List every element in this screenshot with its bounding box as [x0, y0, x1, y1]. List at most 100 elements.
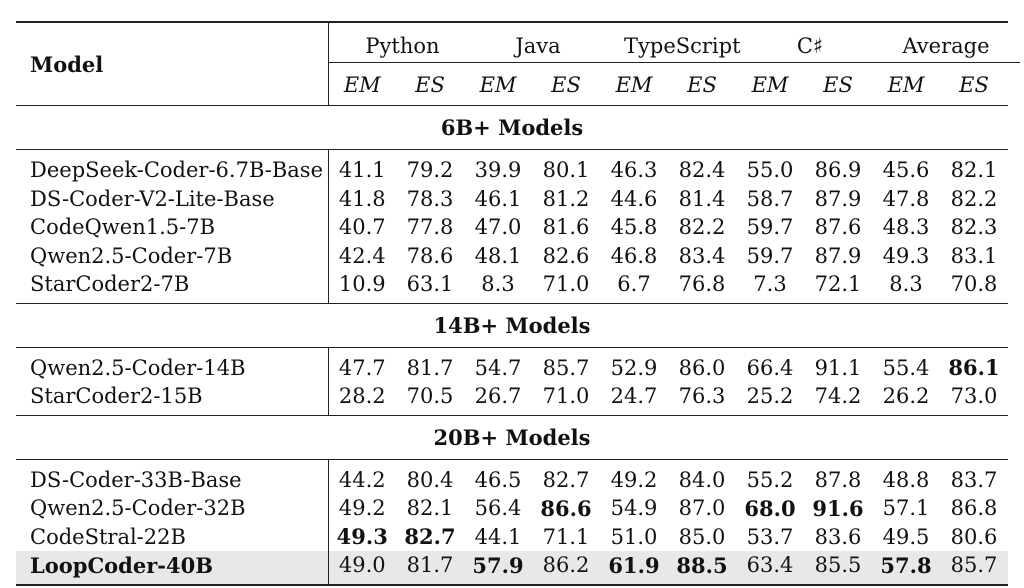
model-name-cell: LoopCoder-40B	[16, 551, 329, 585]
table-row: StarCoder2-15B 28.2 70.5 26.7 71.0 24.7 76.3 25…	[16, 382, 1008, 415]
results-table: Model Python Java TypeScript C♯ Average …	[16, 21, 1020, 586]
score-cell: 41.1	[338, 158, 386, 183]
table-row: DS-Coder-33B-Base 44.2 80.4 46.5 82.7 49.2 84.…	[16, 459, 1008, 494]
score-cell: 47.7	[338, 355, 386, 380]
table-row: DeepSeek-Coder-6.7B-Base 41.1 79.2 39.9 80.1…	[16, 149, 1008, 185]
metric-header-es: ES	[959, 73, 989, 97]
table-row: Qwen2.5-Coder-7B 42.4 78.6 48.1 82.6 46.8 83.4…	[16, 241, 1008, 270]
score-cell: 57.9	[464, 551, 532, 585]
score-cell: 82.1	[406, 496, 454, 521]
score-cell: 54.7	[474, 355, 522, 380]
model-name-cell: DS-Coder-33B-Base	[16, 459, 329, 494]
score-cell: 71.0	[542, 272, 590, 297]
score-cell: 40.7	[338, 215, 386, 240]
score-cell: 82.7	[404, 524, 456, 550]
group-header-java: Java	[464, 22, 612, 65]
score-cell: 86.1	[948, 355, 1000, 381]
score-cell: 82.4	[678, 158, 726, 183]
group-header-csharp: C♯	[736, 22, 884, 65]
score-cell: 78.6	[406, 243, 454, 268]
score-cell: 47.0	[474, 215, 522, 240]
score-cell: 55.2	[746, 467, 794, 492]
metric-header-es: ES	[415, 73, 445, 97]
score-cell: 48.1	[474, 243, 522, 268]
score-cell: 52.9	[610, 355, 658, 380]
score-cell: 82.3	[950, 215, 998, 240]
score-cell: 72.1	[814, 272, 862, 297]
score-cell: 66.4	[746, 355, 794, 380]
score-cell: 85.7	[940, 551, 1008, 585]
results-table-container: Model Python Java TypeScript C♯ Average …	[16, 21, 1020, 586]
score-cell: 81.7	[396, 551, 464, 585]
metric-header-es: ES	[687, 73, 717, 97]
section-header-row: 20B+ Models	[16, 415, 1008, 459]
score-cell: 87.8	[814, 467, 862, 492]
score-cell: 6.7	[617, 272, 651, 297]
score-cell: 81.6	[542, 215, 590, 240]
header-group-row: Model Python Java TypeScript C♯ Average	[16, 22, 1020, 106]
table-row: Qwen2.5-Coder-32B 49.2 82.1 56.4 86.6 54.9 87.…	[16, 494, 1008, 523]
score-cell: 49.5	[882, 524, 930, 549]
score-cell: 82.2	[950, 186, 998, 211]
model-name-cell: Qwen2.5-Coder-14B	[16, 347, 329, 382]
score-cell: 82.6	[542, 243, 590, 268]
score-cell: 87.9	[814, 186, 862, 211]
score-cell: 26.2	[882, 384, 930, 409]
score-cell: 73.0	[950, 384, 998, 409]
score-cell: 56.4	[474, 496, 522, 521]
score-cell: 76.3	[678, 384, 726, 409]
score-cell: 46.1	[474, 186, 522, 211]
score-cell: 7.3	[753, 272, 787, 297]
table-row: CodeQwen1.5-7B 40.7 77.8 47.0 81.6 45.8 82.2 59…	[16, 213, 1008, 242]
section-title: 6B+ Models	[440, 115, 584, 140]
score-cell: 45.6	[882, 158, 930, 183]
model-name-cell: DeepSeek-Coder-6.7B-Base	[16, 149, 329, 185]
score-cell: 45.8	[610, 215, 658, 240]
score-cell: 87.0	[678, 496, 726, 521]
score-cell: 91.1	[814, 355, 862, 380]
score-cell: 53.7	[746, 524, 794, 549]
table-row: DS-Coder-V2-Lite-Base 41.8 78.3 46.1 81.2 44.…	[16, 184, 1008, 213]
score-cell: 46.8	[610, 243, 658, 268]
score-cell: 80.6	[950, 524, 998, 549]
score-cell: 10.9	[338, 272, 386, 297]
score-cell: 70.5	[406, 384, 454, 409]
score-cell: 74.2	[814, 384, 862, 409]
score-cell: 83.6	[814, 524, 862, 549]
score-cell: 46.3	[610, 158, 658, 183]
group-header-average: Average	[872, 22, 1020, 65]
score-cell: 68.0	[744, 495, 796, 521]
score-cell: 77.8	[406, 215, 454, 240]
score-cell: 81.4	[678, 186, 726, 211]
table-row: StarCoder2-7B 10.9 63.1 8.3 71.0 6.7 76.8 7.3 72…	[16, 270, 1008, 303]
metric-header-es: ES	[823, 73, 853, 97]
score-cell: 86.6	[540, 495, 592, 521]
metric-header-es: ES	[551, 73, 581, 97]
model-name-cell: StarCoder2-15B	[16, 382, 329, 415]
score-cell: 87.6	[814, 215, 862, 240]
score-cell: 57.1	[882, 496, 930, 521]
score-cell: 26.7	[474, 384, 522, 409]
score-cell: 57.8	[872, 551, 940, 585]
score-cell: 71.1	[542, 524, 590, 549]
score-cell: 42.4	[338, 243, 386, 268]
score-cell: 86.8	[950, 496, 998, 521]
score-cell: 41.8	[338, 186, 386, 211]
model-name-cell: StarCoder2-7B	[16, 270, 329, 303]
score-cell: 81.7	[406, 355, 454, 380]
section-header-row: 6B+ Models	[16, 105, 1008, 150]
score-cell: 24.7	[610, 384, 658, 409]
score-cell: 91.6	[812, 495, 864, 521]
score-cell: 44.1	[474, 524, 522, 549]
metric-header-em: EM	[479, 73, 517, 97]
model-name-cell: CodeQwen1.5-7B	[16, 213, 329, 242]
score-cell: 84.0	[678, 467, 726, 492]
score-cell: 49.2	[338, 496, 386, 521]
score-cell: 81.2	[542, 186, 590, 211]
score-cell: 63.4	[736, 551, 804, 585]
score-cell: 8.3	[481, 272, 515, 297]
score-cell: 80.4	[406, 467, 454, 492]
score-cell: 44.6	[610, 186, 658, 211]
score-cell: 55.4	[882, 355, 930, 380]
score-cell: 46.5	[474, 467, 522, 492]
